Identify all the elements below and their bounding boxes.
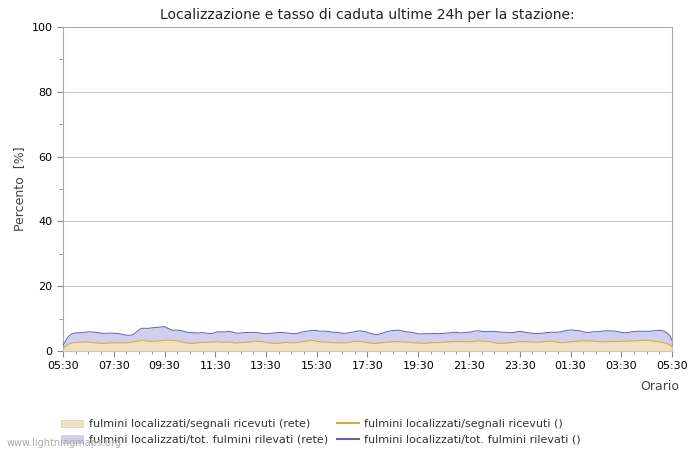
Text: www.lightningmaps.org: www.lightningmaps.org	[7, 438, 122, 448]
Legend: fulmini localizzati/segnali ricevuti (rete), fulmini localizzati/tot. fulmini ri: fulmini localizzati/segnali ricevuti (re…	[57, 415, 585, 449]
Title: Localizzazione e tasso di caduta ultime 24h per la stazione:: Localizzazione e tasso di caduta ultime …	[160, 8, 575, 22]
Text: Orario: Orario	[640, 380, 679, 393]
Y-axis label: Percento  [%]: Percento [%]	[13, 147, 26, 231]
